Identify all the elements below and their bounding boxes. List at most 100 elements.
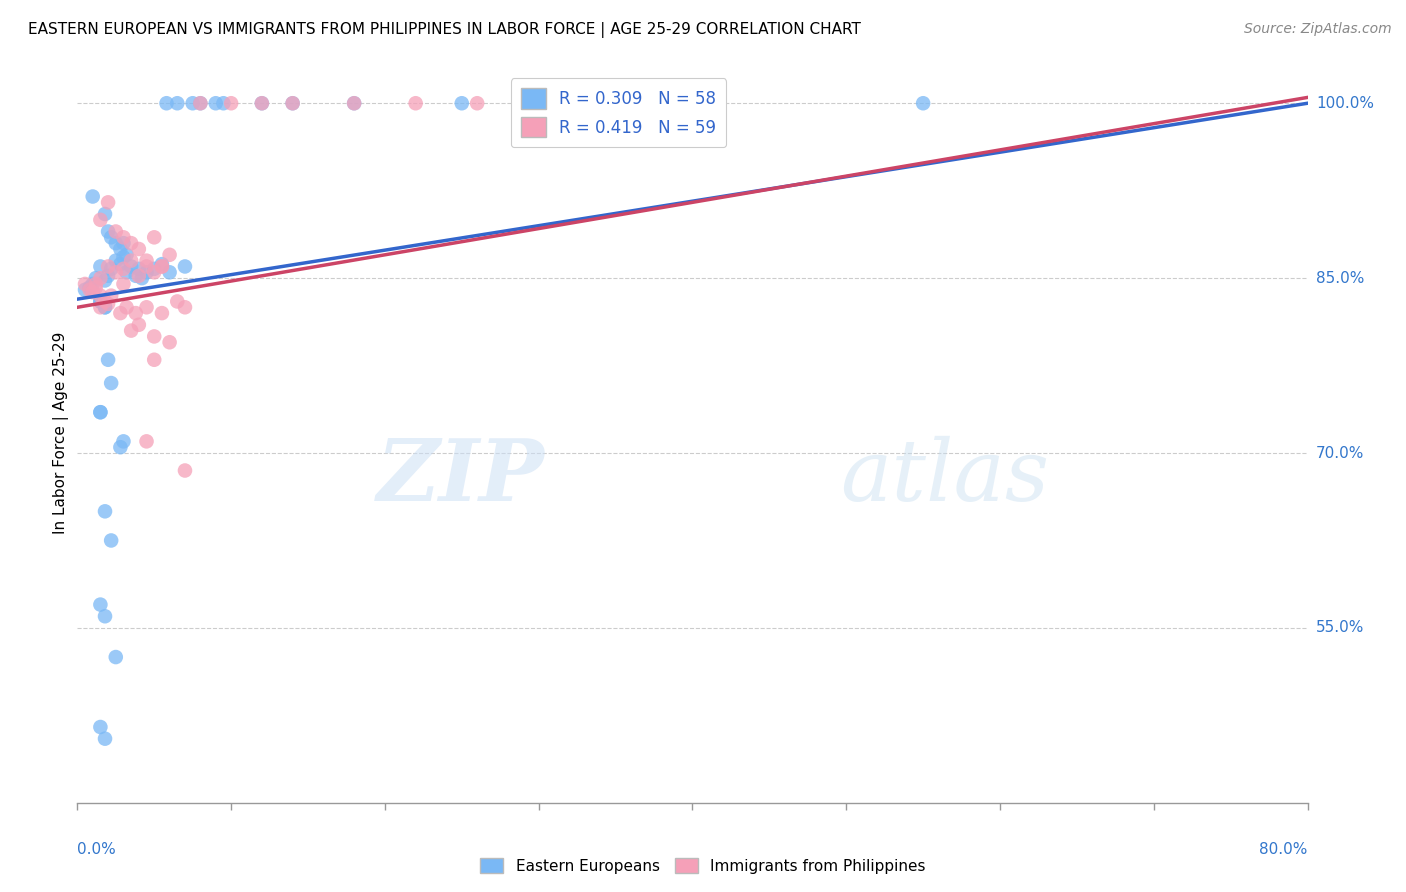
Point	[135, 434, 157, 449]
Point	[97, 195, 120, 210]
Point	[112, 434, 135, 449]
Text: atlas: atlas	[841, 435, 1049, 518]
Point	[135, 260, 157, 274]
Point	[143, 230, 166, 244]
Point	[281, 96, 304, 111]
Point	[100, 288, 122, 302]
Text: 85.0%: 85.0%	[1316, 270, 1364, 285]
Point	[100, 230, 122, 244]
Text: 55.0%: 55.0%	[1316, 621, 1364, 635]
Point	[84, 277, 107, 291]
Legend: R = 0.309   N = 58, R = 0.419   N = 59: R = 0.309 N = 58, R = 0.419 N = 59	[510, 78, 727, 147]
Point	[135, 300, 157, 314]
Point	[79, 280, 101, 294]
Point	[131, 271, 153, 285]
Point	[112, 261, 135, 276]
Point	[250, 96, 273, 111]
Point	[84, 271, 107, 285]
Point	[212, 96, 235, 111]
Point	[73, 277, 96, 291]
Point	[94, 300, 117, 314]
Point	[100, 376, 122, 390]
Point	[104, 650, 127, 665]
Point	[135, 253, 157, 268]
Point	[97, 297, 120, 311]
Point	[159, 335, 181, 350]
Point	[143, 329, 166, 343]
Point	[120, 236, 142, 251]
Text: ZIP: ZIP	[377, 435, 546, 519]
Point	[94, 273, 117, 287]
Point	[94, 731, 117, 746]
Point	[204, 96, 226, 111]
Point	[100, 261, 122, 276]
Point	[188, 96, 212, 111]
Point	[89, 294, 111, 309]
Point	[450, 96, 472, 111]
Point	[682, 96, 704, 111]
Point	[89, 405, 111, 419]
Point	[181, 96, 204, 111]
Point	[94, 609, 117, 624]
Point	[82, 285, 104, 299]
Point	[174, 260, 197, 274]
Point	[150, 306, 173, 320]
Point	[89, 260, 111, 274]
Point	[115, 265, 138, 279]
Point	[150, 260, 173, 274]
Point	[143, 265, 166, 279]
Point	[143, 352, 166, 367]
Point	[89, 288, 111, 302]
Point	[84, 280, 107, 294]
Point	[73, 283, 96, 297]
Point	[912, 96, 935, 111]
Point	[128, 318, 150, 332]
Point	[159, 265, 181, 279]
Point	[97, 268, 120, 283]
Legend: Eastern Europeans, Immigrants from Philippines: Eastern Europeans, Immigrants from Phili…	[474, 852, 932, 880]
Text: 100.0%: 100.0%	[1316, 95, 1374, 111]
Point	[89, 212, 111, 227]
Point	[112, 230, 135, 244]
Point	[89, 405, 111, 419]
Point	[94, 294, 117, 309]
Point	[120, 324, 142, 338]
Point	[343, 96, 366, 111]
Point	[150, 257, 173, 271]
Point	[219, 96, 242, 111]
Point	[166, 294, 188, 309]
Point	[94, 300, 117, 314]
Point	[94, 207, 117, 221]
Point	[120, 253, 142, 268]
Text: Source: ZipAtlas.com: Source: ZipAtlas.com	[1244, 22, 1392, 37]
Point	[128, 261, 150, 276]
Point	[188, 96, 212, 111]
Point	[97, 225, 120, 239]
Point	[89, 294, 111, 309]
Point	[112, 236, 135, 251]
Point	[174, 463, 197, 477]
Text: EASTERN EUROPEAN VS IMMIGRANTS FROM PHILIPPINES IN LABOR FORCE | AGE 25-29 CORRE: EASTERN EUROPEAN VS IMMIGRANTS FROM PHIL…	[28, 22, 860, 38]
Point	[465, 96, 488, 111]
Point	[125, 306, 148, 320]
Point	[79, 283, 101, 297]
Point	[115, 248, 138, 262]
Point	[89, 720, 111, 734]
Point	[281, 96, 304, 111]
Point	[125, 268, 148, 283]
Point	[104, 265, 127, 279]
Point	[120, 260, 142, 274]
Point	[97, 352, 120, 367]
Point	[100, 533, 122, 548]
Point	[110, 440, 132, 454]
Point	[89, 300, 111, 314]
Point	[174, 300, 197, 314]
Point	[104, 253, 127, 268]
Point	[128, 268, 150, 283]
Point	[128, 242, 150, 256]
Point	[110, 306, 132, 320]
Point	[405, 96, 427, 111]
Point	[110, 242, 132, 256]
Point	[89, 271, 111, 285]
Point	[143, 261, 166, 276]
